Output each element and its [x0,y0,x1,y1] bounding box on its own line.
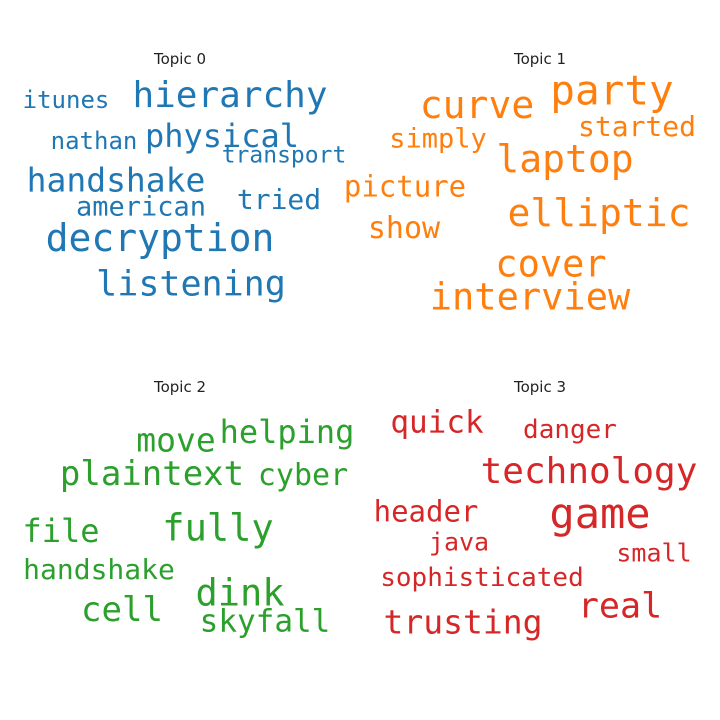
word-started: started [577,110,697,143]
word-technology: technology [480,451,698,492]
word-hierarchy: hierarchy [132,75,328,116]
word-nathan: nathan [50,127,138,155]
word-handshake: handshake [26,160,206,200]
word-handshake: handshake [23,553,175,586]
word-physical: physical [144,117,300,155]
topic-panel-0: Topic 0 hierarchy itunes physical nathan tra… [0,0,360,360]
word-interview: interview [429,275,631,319]
word-real: real [577,586,663,627]
word-dink: dink [195,571,285,615]
word-show: show [367,211,441,246]
word-simply: simply [389,123,487,155]
panel-title: Topic 1 [513,50,567,68]
word-move: move [136,420,216,460]
word-cover: cover [495,242,607,286]
word-cloud: helping move plaintext cyber file fully handsh… [0,328,360,688]
word-cell: cell [81,590,163,630]
word-cyber: cyber [257,458,349,493]
word-fully: fully [162,506,274,550]
word-picture: picture [343,169,467,204]
word-cloud: party curve started simply laptop picture elli… [344,0,720,360]
word-transport: transport [221,142,347,169]
word-small: small [616,538,692,568]
word-cloud: quick danger technology header game java small… [360,328,720,688]
word-plaintext: plaintext [59,454,245,494]
panel-title: Topic 2 [153,378,207,396]
topic-panel-2: Topic 2 helping move plaintext cyber file ful… [0,328,360,688]
word-file: file [22,512,100,550]
word-trusting: trusting [383,602,543,642]
topic-panel-3: Topic 3 quick danger technology header game j… [360,328,720,688]
word-elliptic: elliptic [507,191,691,235]
word-helping: helping [219,413,355,451]
word-tried: tried [236,183,322,216]
word-cloud: hierarchy itunes physical nathan transport ha… [0,0,360,360]
word-game: game [549,489,651,538]
word-quick: quick [390,404,484,441]
word-skyfall: skyfall [199,603,331,640]
word-laptop: laptop [496,137,634,181]
word-java: java [428,527,490,557]
panel-title: Topic 3 [513,378,567,396]
topic-panel-1: Topic 1 party curve started simply laptop pic… [344,0,720,360]
word-curve: curve [419,83,535,127]
word-decryption: decryption [45,216,275,260]
word-listening: listening [96,264,286,305]
word-sophisticated: sophisticated [380,563,584,593]
panel-title: Topic 0 [153,50,207,68]
word-party: party [550,66,674,115]
word-american: american [75,191,207,223]
word-danger: danger [523,415,617,445]
word-header: header [373,494,479,529]
word-itunes: itunes [22,86,110,114]
